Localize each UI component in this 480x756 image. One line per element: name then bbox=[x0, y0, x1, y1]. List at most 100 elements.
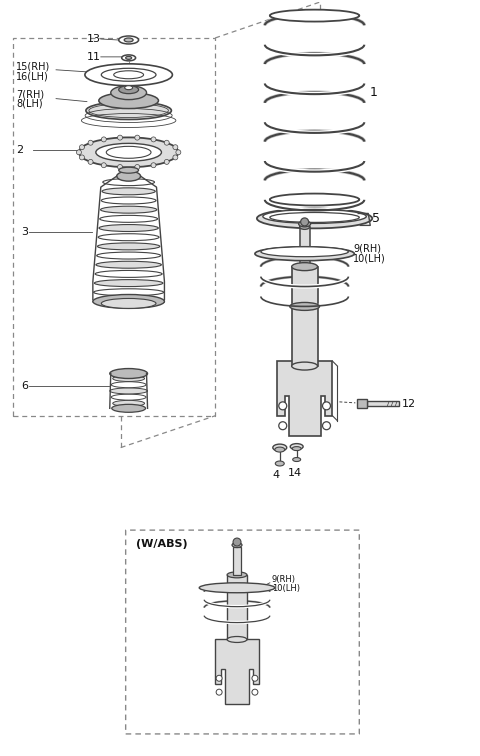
Text: 10(LH): 10(LH) bbox=[272, 584, 300, 593]
Circle shape bbox=[76, 150, 82, 155]
Ellipse shape bbox=[293, 457, 300, 461]
Ellipse shape bbox=[99, 93, 158, 109]
Ellipse shape bbox=[255, 246, 354, 261]
Ellipse shape bbox=[292, 262, 318, 271]
Ellipse shape bbox=[96, 144, 161, 161]
Circle shape bbox=[80, 144, 84, 150]
Ellipse shape bbox=[111, 394, 146, 400]
Ellipse shape bbox=[227, 572, 247, 578]
Circle shape bbox=[101, 163, 106, 168]
Circle shape bbox=[118, 135, 122, 140]
Ellipse shape bbox=[110, 369, 147, 379]
Circle shape bbox=[252, 675, 258, 681]
Text: (W/ABS): (W/ABS) bbox=[136, 539, 187, 549]
Ellipse shape bbox=[119, 167, 139, 173]
Bar bbox=[367, 401, 399, 406]
Text: 4: 4 bbox=[272, 470, 279, 480]
Ellipse shape bbox=[290, 444, 303, 450]
Polygon shape bbox=[277, 361, 333, 435]
Text: 15(RH): 15(RH) bbox=[16, 62, 50, 72]
Circle shape bbox=[151, 137, 156, 142]
Ellipse shape bbox=[117, 171, 141, 181]
Ellipse shape bbox=[270, 212, 360, 222]
Circle shape bbox=[323, 422, 330, 429]
Circle shape bbox=[279, 402, 287, 410]
Ellipse shape bbox=[290, 302, 320, 311]
Ellipse shape bbox=[122, 55, 136, 60]
Text: 5: 5 bbox=[372, 212, 380, 225]
Text: 16(LH): 16(LH) bbox=[16, 72, 49, 82]
Ellipse shape bbox=[103, 178, 155, 186]
Ellipse shape bbox=[261, 246, 348, 257]
Circle shape bbox=[300, 218, 309, 226]
Ellipse shape bbox=[227, 637, 247, 643]
Ellipse shape bbox=[102, 187, 155, 195]
Ellipse shape bbox=[263, 209, 366, 224]
Ellipse shape bbox=[273, 444, 287, 451]
Ellipse shape bbox=[292, 362, 318, 370]
Circle shape bbox=[135, 165, 140, 169]
Ellipse shape bbox=[93, 298, 165, 305]
Text: 9(RH): 9(RH) bbox=[353, 243, 381, 254]
Text: 10(LH): 10(LH) bbox=[353, 254, 386, 264]
Ellipse shape bbox=[100, 206, 157, 213]
Ellipse shape bbox=[101, 299, 156, 308]
Ellipse shape bbox=[96, 262, 161, 268]
Circle shape bbox=[101, 137, 106, 142]
Ellipse shape bbox=[93, 295, 165, 308]
Ellipse shape bbox=[114, 71, 144, 79]
Text: 8(LH): 8(LH) bbox=[16, 98, 43, 109]
Ellipse shape bbox=[100, 215, 157, 222]
Circle shape bbox=[164, 141, 169, 145]
Polygon shape bbox=[215, 640, 259, 704]
Ellipse shape bbox=[110, 388, 147, 394]
Ellipse shape bbox=[113, 401, 144, 406]
Circle shape bbox=[279, 422, 287, 429]
Circle shape bbox=[80, 155, 84, 160]
Circle shape bbox=[216, 675, 222, 681]
Circle shape bbox=[118, 165, 122, 169]
Text: 7(RH): 7(RH) bbox=[16, 90, 45, 100]
Ellipse shape bbox=[85, 64, 172, 85]
Ellipse shape bbox=[125, 85, 132, 90]
Bar bbox=[357, 399, 367, 408]
Ellipse shape bbox=[111, 382, 146, 388]
Ellipse shape bbox=[257, 209, 372, 228]
Circle shape bbox=[233, 538, 241, 546]
Circle shape bbox=[151, 163, 156, 168]
Ellipse shape bbox=[270, 10, 360, 22]
Ellipse shape bbox=[199, 583, 275, 593]
Ellipse shape bbox=[112, 404, 145, 412]
Circle shape bbox=[173, 144, 178, 150]
Ellipse shape bbox=[98, 234, 159, 240]
Bar bbox=[292, 267, 318, 366]
Ellipse shape bbox=[300, 225, 310, 229]
Ellipse shape bbox=[96, 252, 161, 259]
Text: 13: 13 bbox=[87, 34, 101, 44]
Bar bbox=[227, 575, 247, 640]
Circle shape bbox=[135, 135, 140, 140]
Circle shape bbox=[323, 402, 330, 410]
Ellipse shape bbox=[79, 138, 179, 167]
Ellipse shape bbox=[106, 147, 151, 158]
Ellipse shape bbox=[232, 543, 242, 547]
Ellipse shape bbox=[95, 271, 162, 277]
Circle shape bbox=[88, 160, 93, 164]
Bar bbox=[300, 227, 310, 267]
Ellipse shape bbox=[101, 197, 156, 204]
Ellipse shape bbox=[111, 85, 146, 100]
Ellipse shape bbox=[119, 36, 139, 44]
Ellipse shape bbox=[126, 57, 132, 60]
Text: 12: 12 bbox=[402, 399, 416, 409]
Circle shape bbox=[252, 689, 258, 696]
Bar bbox=[233, 547, 241, 575]
Ellipse shape bbox=[275, 447, 285, 452]
Text: 14: 14 bbox=[288, 469, 302, 479]
Ellipse shape bbox=[124, 38, 133, 42]
Ellipse shape bbox=[97, 243, 160, 250]
Text: 6: 6 bbox=[21, 381, 28, 391]
Text: 9(RH): 9(RH) bbox=[272, 575, 296, 584]
Circle shape bbox=[173, 155, 178, 160]
Ellipse shape bbox=[292, 447, 301, 451]
Ellipse shape bbox=[113, 376, 144, 382]
